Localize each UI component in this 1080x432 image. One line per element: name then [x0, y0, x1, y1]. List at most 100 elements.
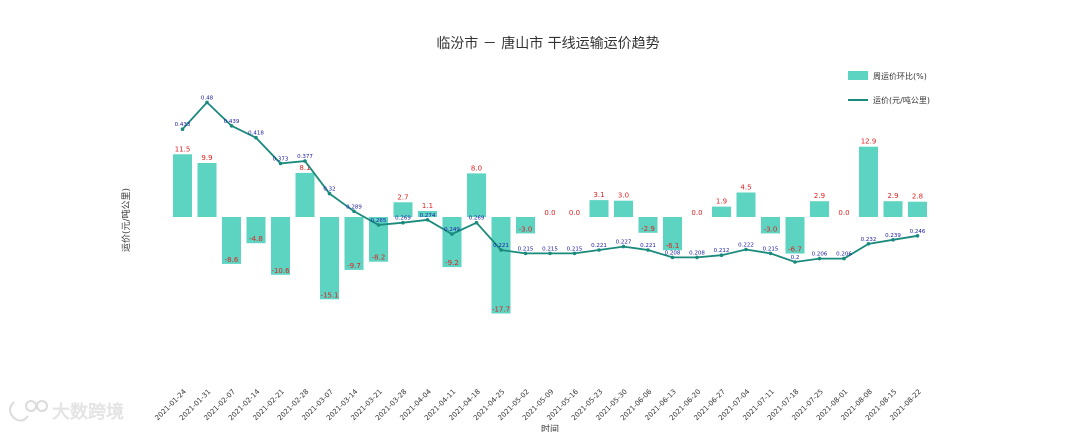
line-point: [768, 251, 773, 256]
line-data-label: 0.208: [665, 250, 681, 256]
line-data-label: 0.269: [469, 216, 485, 222]
line-data-label: 0.269: [395, 216, 411, 222]
line-data-label: 0.221: [493, 243, 509, 249]
bar: [736, 192, 756, 217]
bar: [246, 217, 266, 244]
bar-data-label: 8.1: [299, 164, 310, 172]
line-data-label: 0.239: [885, 233, 901, 239]
line-point: [254, 135, 258, 140]
bar-data-label: 3.0: [618, 192, 629, 200]
line-point: [474, 220, 479, 225]
bar-data-label: -3.0: [519, 225, 533, 233]
bar-data-label: -3.0: [764, 225, 778, 233]
bar: [197, 163, 217, 217]
bar-data-label: -6.7: [788, 246, 802, 254]
bar-series: [173, 146, 927, 314]
line-point: [793, 260, 797, 264]
legend-item-bar[interactable]: 周运价环比(%): [848, 71, 927, 81]
line-point: [523, 251, 528, 256]
line-data-label: 0.373: [273, 156, 289, 162]
line-point: [425, 218, 430, 222]
watermark-logo-icon: [9, 400, 48, 422]
bar-data-label: 2.8: [912, 193, 923, 201]
bar: [663, 217, 682, 251]
bar-data-label: 0.0: [838, 209, 849, 217]
bar: [222, 217, 241, 264]
line-data-label: 0.208: [689, 250, 705, 256]
bar-data-label: -8.6: [225, 256, 239, 264]
bar: [344, 217, 364, 270]
line-data-label: 0.433: [175, 122, 191, 128]
legend-bar-swatch: [848, 71, 868, 80]
bar-data-label: 3.1: [593, 191, 604, 199]
bar-data-label: 11.5: [175, 145, 191, 153]
bar-data-label: -4.8: [249, 235, 263, 243]
line-point: [670, 255, 675, 260]
bar-data-label: 2.7: [397, 193, 408, 201]
legend-item-line[interactable]: 运价(元/吨公里): [848, 95, 930, 105]
bar-data-label: 1.9: [716, 198, 727, 206]
line-data-label: 0.32: [323, 187, 335, 193]
bar-data-label: -6.1: [666, 242, 680, 250]
bar: [883, 201, 903, 217]
line-point: [229, 124, 234, 128]
line-data-label: 0.265: [371, 218, 387, 224]
line-data-label: 0.2: [791, 255, 800, 261]
line-data-label: 0.221: [591, 243, 607, 249]
line-data-label: 0.212: [714, 248, 730, 254]
line-data-label: 0.418: [248, 131, 264, 137]
bar-data-label: 0.0: [544, 209, 555, 217]
line-series: [180, 100, 920, 264]
line-label-group: 0.433 0.48 0.439 0.418 0.373 0.377 0.32 0.289 0.…: [175, 95, 926, 261]
bar: [638, 217, 658, 233]
chart-title: 临汾市 － 唐山市 干线运输运价趋势: [436, 35, 659, 52]
legend[interactable]: 周运价环比(%) 运价(元/吨公里): [848, 71, 930, 105]
bar-data-label: 12.9: [861, 138, 877, 146]
line-point: [817, 256, 822, 261]
line-data-label: 0.246: [910, 229, 926, 235]
line-point: [278, 161, 283, 166]
bar: [320, 217, 339, 300]
line-data-label: 0.222: [738, 243, 754, 249]
line-data-label: 0.215: [542, 246, 558, 252]
line-point: [327, 191, 332, 196]
bar: [442, 217, 462, 268]
bar: [271, 217, 290, 275]
line-path: [181, 101, 918, 263]
line-point: [842, 256, 846, 261]
line-point: [376, 223, 381, 227]
bar: [516, 217, 535, 234]
bar-data-label: 4.5: [740, 184, 751, 192]
bar: [393, 202, 413, 217]
line-data-label: 0.221: [640, 243, 656, 249]
legend-bar-label: 周运价环比(%): [873, 71, 927, 81]
bar-data-label: -15.1: [320, 291, 338, 299]
bar-data-label: -10.6: [271, 267, 290, 275]
bar: [810, 201, 829, 217]
bar-data-label: -8.2: [372, 254, 386, 262]
bar: [785, 217, 805, 254]
bar-data-label: 0.0: [569, 209, 580, 217]
line-data-label: 0.274: [420, 213, 436, 219]
line-point: [205, 100, 209, 105]
bar-data-label: 2.9: [814, 192, 825, 200]
line-data-label: 0.206: [836, 252, 852, 258]
watermark-text: 大数跨境: [52, 401, 124, 423]
bar: [467, 173, 486, 217]
bar-data-label: -17.7: [492, 306, 510, 314]
bar: [173, 154, 192, 217]
watermark: 大数跨境: [9, 400, 124, 423]
x-axis-label: 时间: [541, 423, 559, 432]
bar-data-label: -9.7: [347, 262, 361, 270]
bar-data-label: -2.9: [641, 225, 655, 233]
bar: [614, 200, 633, 218]
line-point: [621, 244, 626, 249]
bar-data-label: 8.0: [471, 164, 482, 172]
line-point: [891, 238, 895, 242]
line-point: [719, 253, 724, 257]
line-point: [572, 251, 577, 256]
line-data-label: 0.48: [201, 95, 214, 101]
line-data-label: 0.206: [812, 252, 828, 258]
line-point: [744, 247, 748, 252]
